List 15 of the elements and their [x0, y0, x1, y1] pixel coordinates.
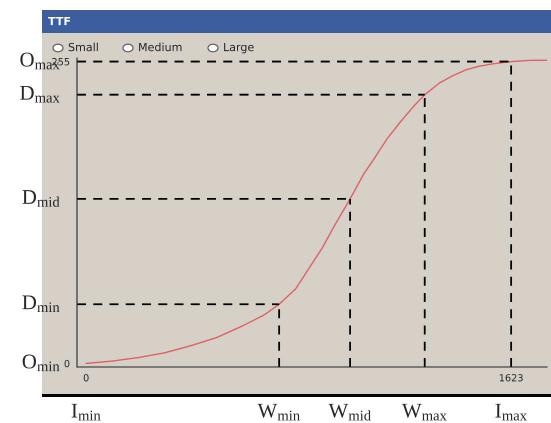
ref-line-label: W$_{max}$: [402, 404, 447, 420]
ref-line-label: W$_{min}$: [258, 404, 300, 420]
x-tick-label: 1623: [500, 374, 523, 382]
ref-line-label: D$_{max}$: [20, 86, 60, 103]
ref-line-label: D$_{mid}$: [22, 190, 60, 207]
text: I$_{min}$: [72, 404, 101, 420]
text: Large: [224, 42, 254, 54]
ref-line-label: I$_{max}$: [496, 404, 527, 420]
ref-line-label: W$_{mid}$: [328, 404, 371, 420]
line-series: [85, 60, 547, 364]
ref-line-label: D$_{min}$: [22, 296, 60, 312]
text: Medium: [139, 42, 182, 52]
text: Small: [68, 42, 98, 52]
chart-title: TTF: [48, 16, 70, 26]
text: O$_{min}$: [22, 354, 60, 372]
